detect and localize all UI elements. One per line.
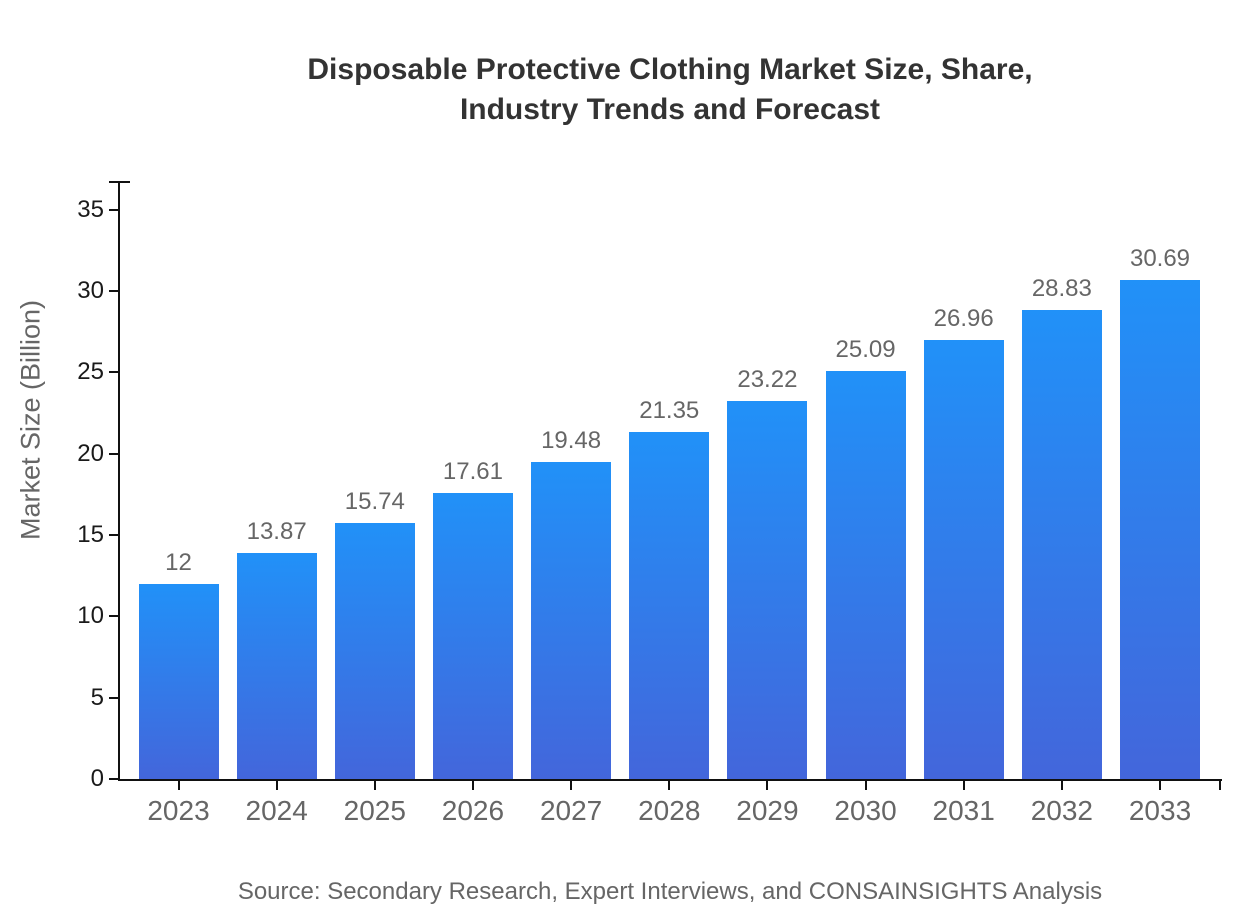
x-axis-tick-label: 2024 xyxy=(245,795,308,826)
x-axis-end-cap xyxy=(1219,781,1221,790)
x-axis-tick-label: 2032 xyxy=(1030,795,1093,826)
x-axis-tick-label: 2025 xyxy=(343,795,406,826)
x-axis-tick xyxy=(471,781,474,790)
y-axis-tick xyxy=(109,452,120,455)
x-axis-tick xyxy=(1159,781,1161,790)
x-axis-tick xyxy=(177,781,180,790)
x-axis-tick-label: 2027 xyxy=(539,795,603,826)
x-axis-tick-label: 2033 xyxy=(1128,795,1192,826)
source-note: Source: Secondary Research, Expert Inter… xyxy=(237,878,1103,905)
bar-value-label: 25.09 xyxy=(835,335,896,363)
y-axis-tick xyxy=(109,371,120,374)
y-axis-tick xyxy=(109,696,120,699)
x-axis-tick xyxy=(668,781,671,790)
bar-value-label: 19.48 xyxy=(541,427,602,455)
bar-2032 xyxy=(1021,310,1102,779)
x-axis-tick xyxy=(373,781,376,790)
x-axis-tick-label: 2030 xyxy=(834,795,897,826)
y-axis-tick-label: 30 xyxy=(77,276,104,304)
bar-value-label: 17.61 xyxy=(442,457,503,485)
x-axis-tick xyxy=(766,781,769,790)
bar-value-label: 26.96 xyxy=(933,305,994,333)
bar-value-label: 15.74 xyxy=(344,487,405,515)
y-axis-tick-label: 25 xyxy=(77,358,104,386)
y-axis-title: Market Size (Billion) xyxy=(15,299,46,541)
bar-2026 xyxy=(432,492,513,779)
bar-value-label: 30.69 xyxy=(1129,244,1191,272)
y-axis-tick-label: 20 xyxy=(77,439,104,467)
x-axis-tick-label: 2031 xyxy=(932,795,995,826)
x-axis-tick-label: 2028 xyxy=(638,795,701,826)
y-axis-tick xyxy=(109,208,120,211)
bar-2028 xyxy=(629,431,710,779)
y-axis-tick xyxy=(109,533,120,536)
bar-2030 xyxy=(825,370,906,779)
y-axis-tick xyxy=(109,289,120,292)
y-axis-tick-label: 15 xyxy=(77,520,104,548)
chart-title-line2: Industry Trends and Forecast xyxy=(459,93,881,126)
chart-title-line1: Disposable Protective Clothing Market Si… xyxy=(307,53,1033,86)
bar-2029 xyxy=(727,401,808,779)
y-axis-tick xyxy=(109,615,120,618)
bar-2027 xyxy=(531,462,612,779)
y-axis-tick xyxy=(109,778,120,780)
bar-2024 xyxy=(236,553,317,779)
bar-value-label: 23.22 xyxy=(737,366,798,394)
bar-2031 xyxy=(923,340,1004,779)
bar-value-label: 13.87 xyxy=(246,518,307,546)
bar-2033 xyxy=(1120,279,1200,779)
bar-value-label: 12 xyxy=(165,548,192,576)
bar-2023 xyxy=(138,583,219,779)
bar-value-label: 28.83 xyxy=(1031,275,1092,303)
y-axis-tick-label: 5 xyxy=(90,683,104,711)
x-axis-tick xyxy=(275,781,278,790)
plot-area: 0 5 10 15 20 25 30 35 12 2023 13.87 2024 15.74 2025 17… xyxy=(77,181,1222,826)
x-axis-tick-label: 2029 xyxy=(736,795,799,826)
bar-2025 xyxy=(334,522,415,779)
bar-value-label: 21.35 xyxy=(639,396,700,424)
x-axis-tick xyxy=(864,781,867,790)
y-axis-tick-label: 35 xyxy=(77,195,104,223)
x-axis-tick xyxy=(570,781,573,790)
x-axis-tick-label: 2023 xyxy=(147,795,210,826)
x-axis-tick xyxy=(1060,781,1063,790)
y-axis-tick-label: 10 xyxy=(77,602,104,630)
y-axis-end-cap xyxy=(109,181,130,183)
chart-title: Disposable Protective Clothing Market Si… xyxy=(80,50,1260,130)
y-axis-tick-label: 0 xyxy=(90,765,104,792)
x-axis-tick xyxy=(962,781,965,790)
x-axis-tick-label: 2026 xyxy=(441,795,505,826)
